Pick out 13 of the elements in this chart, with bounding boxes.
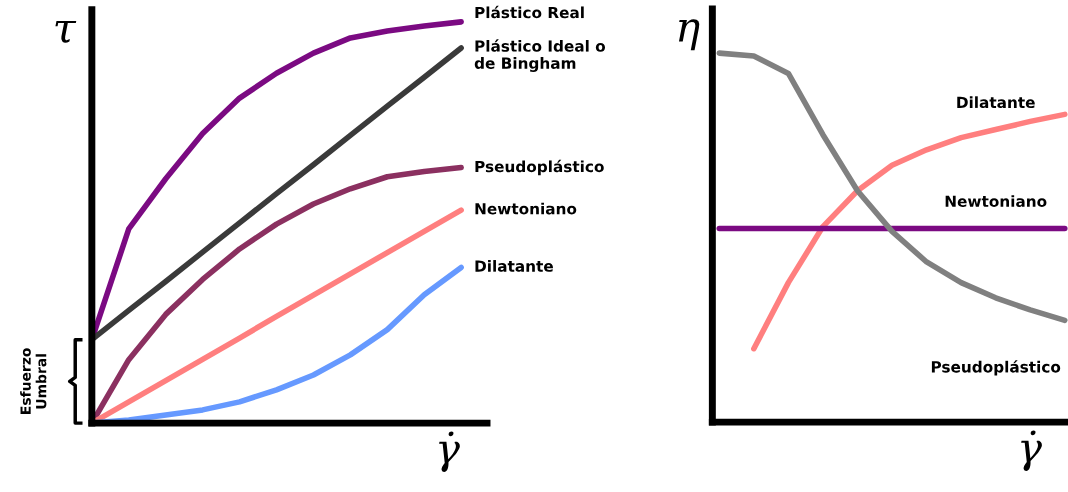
text: Esfuerzo Umbral — [20, 348, 47, 414]
y-axis-title: η — [678, 19, 700, 51]
x-axis-title: γ̇ — [1021, 430, 1042, 472]
x-axis-title: γ̇ — [439, 431, 460, 473]
series-label: Pseudoplástico — [475, 159, 604, 176]
series-label: Plástico Ideal o de Bingham — [474, 39, 606, 72]
y-axis-title: τ — [55, 20, 77, 43]
series-label: Plástico Real — [475, 5, 584, 19]
series-label: Dilatante — [957, 96, 1035, 109]
series-label: Newtoniano — [475, 202, 577, 215]
series-label: Dilatante — [475, 260, 553, 272]
series-label: Newtoniano — [945, 195, 1047, 208]
text: Pseudoplástico — [931, 360, 1061, 376]
